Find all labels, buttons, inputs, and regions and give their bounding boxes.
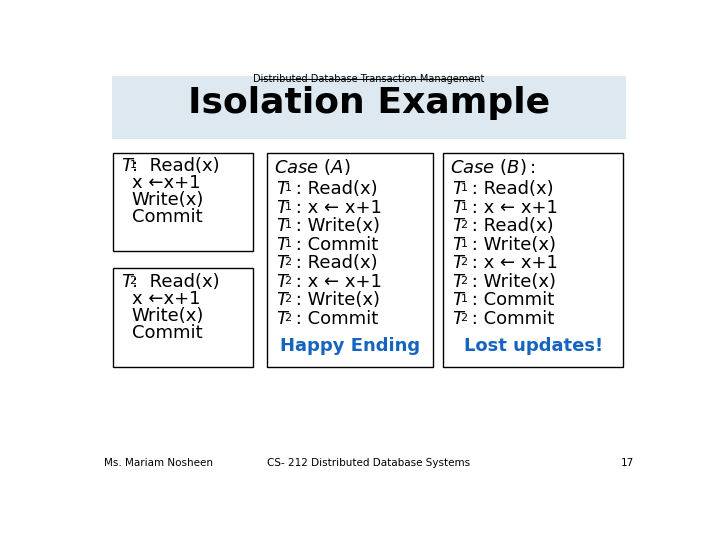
Text: 1: 1 (461, 202, 467, 212)
Text: 1: 1 (284, 239, 292, 249)
FancyBboxPatch shape (113, 268, 253, 367)
Text: $\mathit{T}$: $\mathit{T}$ (276, 291, 290, 309)
Text: 1: 1 (461, 184, 467, 193)
Text: $\mathit{T}$: $\mathit{T}$ (452, 273, 466, 291)
Text: $\mathit{T}$: $\mathit{T}$ (121, 157, 135, 175)
Text: Write(x): Write(x) (132, 307, 204, 325)
Text: $\mathit{T}$: $\mathit{T}$ (452, 254, 466, 272)
Text: : Read(x): : Read(x) (290, 254, 377, 272)
Text: $\mathit{T}$: $\mathit{T}$ (452, 309, 466, 328)
Text: 2: 2 (284, 294, 292, 304)
Text: 1: 1 (284, 202, 292, 212)
Text: : Read(x): : Read(x) (290, 180, 377, 198)
Text: 2: 2 (130, 276, 137, 286)
Text: 2: 2 (461, 276, 467, 286)
Text: : x ← x+1: : x ← x+1 (466, 254, 558, 272)
Text: 2: 2 (461, 257, 467, 267)
Text: 2: 2 (284, 313, 292, 323)
Text: $\mathit{T}$: $\mathit{T}$ (452, 291, 466, 309)
Text: 2: 2 (461, 313, 467, 323)
Text: : Commit: : Commit (466, 309, 554, 328)
Text: Commit: Commit (132, 208, 202, 226)
Text: $\mathit{T}$: $\mathit{T}$ (276, 309, 290, 328)
Text: 1: 1 (284, 220, 292, 231)
Text: Distributed Database Transaction Management: Distributed Database Transaction Managem… (253, 74, 485, 84)
Text: : Read(x): : Read(x) (466, 217, 554, 235)
FancyBboxPatch shape (443, 153, 624, 367)
Text: $\mathit{T}$: $\mathit{T}$ (276, 273, 290, 291)
FancyBboxPatch shape (113, 153, 253, 251)
Text: : Commit: : Commit (466, 291, 554, 309)
Text: $\mathit{T}$: $\mathit{T}$ (276, 199, 290, 217)
Text: $\mathit{T}$: $\mathit{T}$ (276, 236, 290, 254)
Text: : x ← x+1: : x ← x+1 (466, 199, 558, 217)
Text: $\mathit{T}$: $\mathit{T}$ (276, 180, 290, 198)
Text: Ms. Mariam Nosheen: Ms. Mariam Nosheen (104, 458, 213, 468)
Text: $\mathit{Case\ (A)}$: $\mathit{Case\ (A)}$ (274, 157, 351, 177)
FancyBboxPatch shape (266, 153, 433, 367)
Text: $\mathit{T}$: $\mathit{T}$ (276, 217, 290, 235)
Text: :  Read(x): : Read(x) (132, 273, 220, 291)
Text: $\mathit{T}$: $\mathit{T}$ (452, 199, 466, 217)
Text: $\mathit{T}$: $\mathit{T}$ (452, 236, 466, 254)
Text: $\mathit{T}$: $\mathit{T}$ (276, 254, 290, 272)
Text: 2: 2 (284, 257, 292, 267)
Text: 2: 2 (461, 220, 467, 231)
Text: 1: 1 (130, 160, 137, 170)
Text: $\mathit{T}$: $\mathit{T}$ (452, 217, 466, 235)
Text: x ←x+1: x ←x+1 (132, 289, 200, 308)
Text: : x ← x+1: : x ← x+1 (290, 273, 382, 291)
Text: : Read(x): : Read(x) (466, 180, 554, 198)
Text: : Commit: : Commit (290, 309, 378, 328)
Text: $\mathit{T}$: $\mathit{T}$ (121, 273, 135, 291)
Text: : Write(x): : Write(x) (466, 273, 556, 291)
Text: : Write(x): : Write(x) (290, 217, 380, 235)
Text: $\mathit{T}$: $\mathit{T}$ (452, 180, 466, 198)
Text: :  Read(x): : Read(x) (132, 157, 220, 175)
Text: CS- 212 Distributed Database Systems: CS- 212 Distributed Database Systems (267, 458, 471, 468)
Text: 1: 1 (461, 294, 467, 304)
Text: Write(x): Write(x) (132, 191, 204, 209)
Text: Commit: Commit (132, 323, 202, 341)
Text: 1: 1 (461, 239, 467, 249)
Text: $\mathit{Case\ (B):}$: $\mathit{Case\ (B):}$ (451, 157, 536, 177)
Text: 1: 1 (284, 184, 292, 193)
Text: Isolation Example: Isolation Example (188, 86, 550, 120)
Text: : Write(x): : Write(x) (466, 236, 556, 254)
Text: x ←x+1: x ←x+1 (132, 174, 200, 192)
Text: Happy Ending: Happy Ending (280, 337, 420, 355)
Text: : x ← x+1: : x ← x+1 (290, 199, 382, 217)
Text: : Commit: : Commit (290, 236, 378, 254)
Text: 2: 2 (284, 276, 292, 286)
FancyBboxPatch shape (112, 76, 626, 139)
Text: Lost updates!: Lost updates! (464, 337, 603, 355)
Text: 17: 17 (621, 458, 634, 468)
Text: : Write(x): : Write(x) (290, 291, 380, 309)
